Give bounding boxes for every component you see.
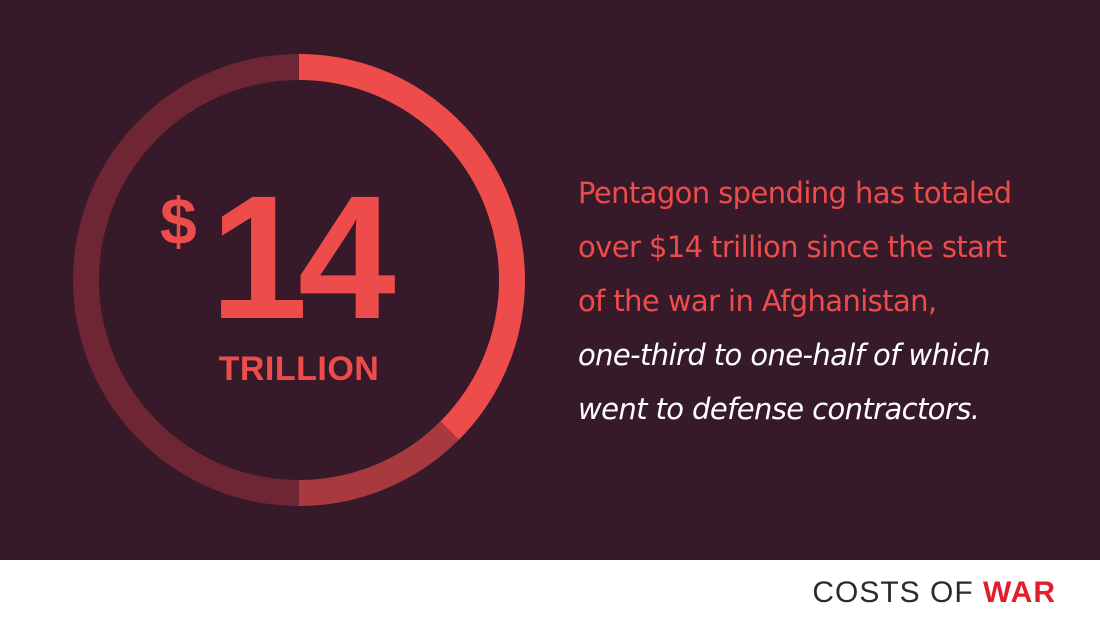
infographic-panel: $ 14 TRILLION Pentagon spending has tota…: [0, 0, 1100, 560]
donut-slice-3: [73, 54, 300, 506]
currency-symbol: $: [160, 184, 197, 258]
unit-label: TRILLION: [218, 350, 380, 388]
caption: Pentagon spending has totaled over $14 t…: [578, 166, 1078, 436]
donut-chart: [73, 54, 525, 506]
caption-line-3: of the war in Afghanistan,: [578, 284, 937, 318]
brand-logo: COSTS OF WAR: [812, 576, 1056, 610]
big-number: $ 14: [160, 170, 430, 360]
caption-line-5: went to defense contractors.: [578, 392, 980, 426]
brand-text-left: COSTS OF: [812, 576, 974, 609]
brand-text-right: WAR: [983, 576, 1056, 609]
donut-slice-1: [298, 54, 525, 440]
caption-line-4: one-third to one-half of which: [578, 338, 990, 372]
caption-line-1: Pentagon spending has totaled: [578, 176, 1012, 210]
donut-slice-2: [298, 421, 459, 506]
caption-line-2: over $14 trillion since the start: [578, 230, 1007, 264]
big-number-value: 14: [210, 160, 396, 356]
